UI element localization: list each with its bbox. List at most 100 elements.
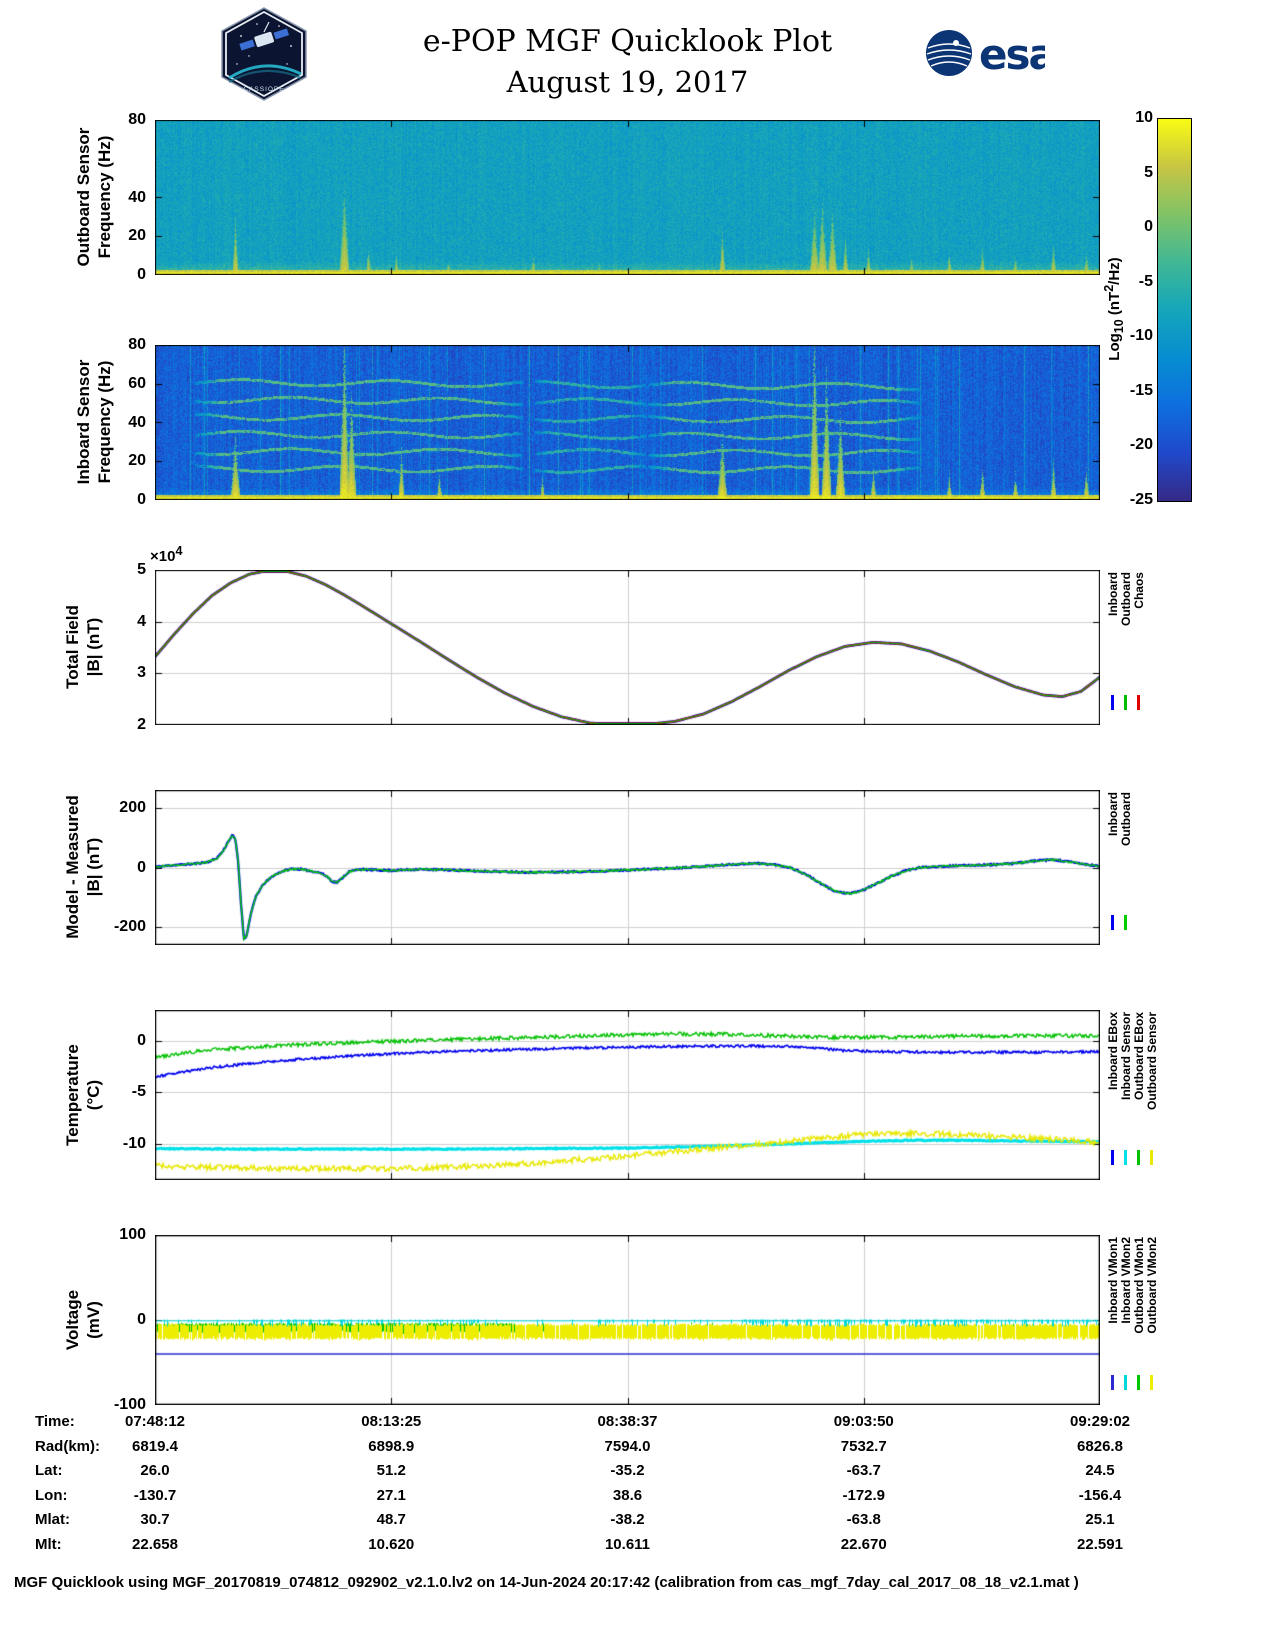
table-row-label: Lon: bbox=[35, 1486, 68, 1504]
colorbar-tick-label: 10 bbox=[1135, 109, 1153, 126]
table-cell: 09:03:50 bbox=[833, 1413, 894, 1430]
legend-label: Outboard Sensor bbox=[1145, 1012, 1159, 1111]
y-tick-label: 20 bbox=[128, 452, 146, 470]
y-tick-label: 20 bbox=[128, 227, 146, 245]
table-cell: -63.8 bbox=[846, 1511, 881, 1529]
y-tick-label: 0 bbox=[137, 1031, 146, 1049]
colorbar-label-part: /Hz) bbox=[1106, 257, 1123, 285]
inboard-spectrogram-ylabel: Inboard Sensor Frequency (Hz) bbox=[73, 337, 117, 507]
legend-marker bbox=[1132, 1150, 1145, 1165]
satellite-icon bbox=[239, 21, 290, 51]
legend-marker bbox=[1106, 915, 1119, 930]
y-tick-label: 0 bbox=[137, 1311, 146, 1328]
table-cell: 48.7 bbox=[376, 1511, 406, 1529]
y-tick-label: 40 bbox=[128, 188, 146, 206]
colorbar-tick-label: 5 bbox=[1144, 163, 1153, 181]
y-exponent-base: ×10 bbox=[150, 548, 176, 565]
total-field-y-exponent: ×104 bbox=[150, 544, 182, 565]
y-tick-label: 200 bbox=[119, 798, 146, 816]
table-cell: -172.9 bbox=[842, 1486, 886, 1504]
esa-logo-text: esa bbox=[979, 30, 1045, 79]
table-cell: -38.2 bbox=[610, 1511, 645, 1529]
colorbar-tick-label: -25 bbox=[1129, 491, 1153, 508]
y-tick-label: 60 bbox=[128, 374, 146, 392]
table-cell: 10.620 bbox=[368, 1536, 415, 1553]
colorbar-tick-label: -5 bbox=[1138, 272, 1153, 290]
y-tick-label: -5 bbox=[131, 1083, 146, 1101]
inboard-spectrogram-canvas bbox=[155, 345, 1100, 500]
colorbar-label-part: (nT bbox=[1106, 291, 1123, 320]
legend-label: Outboard EBox bbox=[1132, 1012, 1146, 1101]
table-cell: 07:48:12 bbox=[124, 1413, 186, 1430]
esa-emblem bbox=[926, 30, 972, 76]
y-tick-label: 4 bbox=[137, 612, 146, 630]
legend-marker bbox=[1145, 1375, 1158, 1390]
y-tick-label: 0 bbox=[137, 266, 146, 283]
y-tick-label: -10 bbox=[122, 1134, 146, 1152]
table-cell: 08:13:25 bbox=[361, 1413, 422, 1430]
table-cell: 7594.0 bbox=[604, 1437, 651, 1455]
legend-marker bbox=[1106, 1375, 1119, 1390]
legend-temperature: Inboard EBox Inboard Sensor Outboard EBox O… bbox=[1106, 1012, 1159, 1111]
ylabel-line: Outboard Sensor bbox=[74, 127, 93, 267]
colorbar-label-part: 10 bbox=[1112, 319, 1126, 334]
table-cell: 08:38:37 bbox=[597, 1413, 658, 1430]
legend-marker bbox=[1132, 1375, 1145, 1390]
ylabel-line: |B| (nT) bbox=[84, 617, 104, 677]
esa-emblem-dot bbox=[953, 40, 959, 46]
cassiope-logo: CASSIOPE bbox=[221, 7, 307, 101]
total-field-ylabel: Total Field |B| (nT) bbox=[62, 562, 106, 732]
ylabel-line: (mV) bbox=[84, 1301, 104, 1339]
cassiope-logo-text: CASSIOPE bbox=[243, 86, 284, 93]
cassiope-hexagon-rim bbox=[225, 10, 303, 98]
table-cell: -130.7 bbox=[133, 1486, 177, 1504]
y-tick-label: 3 bbox=[137, 664, 146, 682]
table-cell: 22.591 bbox=[1077, 1536, 1123, 1553]
table-row-label: Mlt: bbox=[35, 1536, 62, 1553]
legend-label: Inboard bbox=[1106, 572, 1120, 616]
model-measured-ylabel: Model - Measured |B| (nT) bbox=[62, 782, 106, 952]
colorbar-tick-label: -15 bbox=[1129, 381, 1153, 399]
model-measured-canvas bbox=[155, 790, 1100, 945]
table-cell: 6826.8 bbox=[1077, 1437, 1123, 1455]
esa-emblem-stripe bbox=[930, 61, 968, 67]
colorbar-tick-label: -10 bbox=[1129, 327, 1153, 345]
legend-marker bbox=[1106, 1150, 1119, 1165]
esa-emblem-stripe bbox=[927, 43, 971, 49]
ylabel-line: (°C) bbox=[84, 1079, 104, 1111]
legend-marker bbox=[1145, 1150, 1158, 1165]
ylabel-line: Model - Measured bbox=[63, 795, 82, 939]
figure-title: e-POP MGF Quicklook Plot bbox=[422, 24, 833, 59]
earth-limb bbox=[228, 64, 302, 80]
voltage-canvas bbox=[155, 1235, 1100, 1405]
table-cell: 26.0 bbox=[140, 1462, 170, 1480]
legend-label: Inboard VMon1 bbox=[1106, 1237, 1120, 1324]
legend-markers-total_field bbox=[1106, 695, 1145, 710]
y-tick-label: 80 bbox=[128, 111, 146, 128]
legend-label: Inboard VMon2 bbox=[1119, 1237, 1133, 1324]
legend-model_minus_measured: Inboard Outboard bbox=[1106, 792, 1133, 846]
earth-limb-shadow bbox=[228, 69, 302, 83]
table-row-label: Time: bbox=[35, 1413, 75, 1430]
table-cell: 10.611 bbox=[604, 1536, 651, 1553]
legend-label: Outboard bbox=[1119, 572, 1133, 626]
y-tick-label: 2 bbox=[137, 716, 146, 733]
temperature-canvas bbox=[155, 1010, 1100, 1180]
table-row-label: Lat: bbox=[35, 1462, 63, 1480]
legend-markers-voltage bbox=[1106, 1375, 1158, 1390]
legend-marker bbox=[1119, 1375, 1132, 1390]
table-cell: 6898.9 bbox=[368, 1437, 415, 1455]
y-tick-label: 80 bbox=[128, 336, 146, 353]
legend-marker bbox=[1106, 695, 1119, 710]
y-tick-label: 5 bbox=[137, 561, 146, 578]
legend-marker bbox=[1119, 695, 1132, 710]
legend-marker bbox=[1119, 915, 1132, 930]
table-row-label: Rad(km): bbox=[35, 1437, 101, 1455]
ylabel-line: Frequency (Hz) bbox=[95, 135, 115, 259]
voltage-ylabel: Voltage (mV) bbox=[62, 1235, 106, 1405]
esa-emblem-stripe bbox=[927, 55, 971, 61]
table-cell: 6819.4 bbox=[132, 1437, 178, 1455]
legend-markers-model_minus_measured bbox=[1106, 915, 1132, 930]
outboard-spectrogram-canvas bbox=[155, 120, 1100, 275]
legend-label: Inboard Sensor bbox=[1119, 1012, 1133, 1101]
